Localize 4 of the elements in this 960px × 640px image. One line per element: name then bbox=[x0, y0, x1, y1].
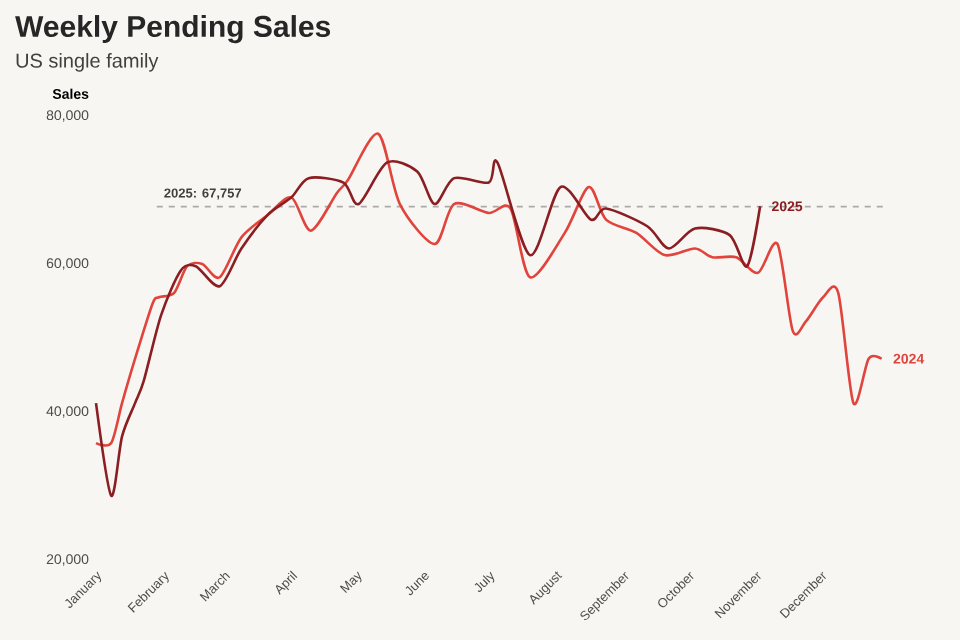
line-series bbox=[94, 132, 883, 445]
chart-title: Weekly Pending Sales bbox=[15, 15, 331, 44]
line-series bbox=[94, 159, 762, 497]
chart-subtitle: US single family bbox=[16, 53, 159, 72]
